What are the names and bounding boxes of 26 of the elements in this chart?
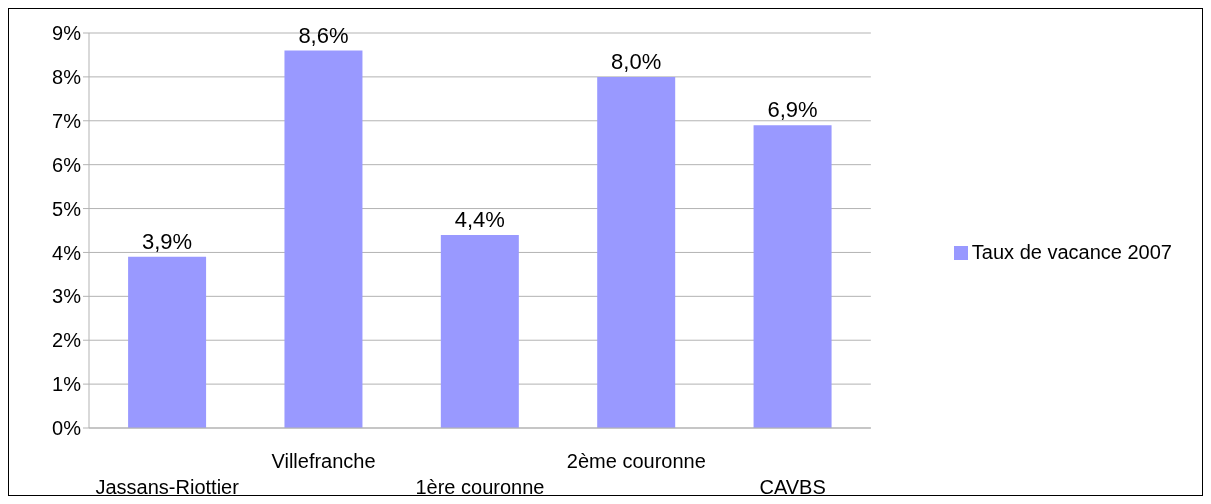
y-tick-label: 8% <box>52 65 82 88</box>
y-tick-label: 2% <box>52 329 82 352</box>
legend-label: Taux de vacance 2007 <box>971 240 1172 263</box>
y-tick-label: 6% <box>52 153 82 176</box>
bar <box>128 256 207 428</box>
data-label: 4,4% <box>454 206 505 232</box>
y-tick-label: 5% <box>52 197 82 220</box>
x-tick-label: Jassans-Riottier <box>95 476 240 498</box>
bar <box>597 76 676 428</box>
y-tick-label: 3% <box>52 285 82 308</box>
x-tick-label: CAVBS <box>759 476 826 498</box>
data-label: 3,9% <box>142 228 193 254</box>
bar <box>284 50 363 428</box>
data-label: 8,0% <box>611 48 662 74</box>
y-tick-label: 4% <box>52 241 82 264</box>
bar <box>753 125 832 428</box>
data-label: 8,6% <box>298 22 349 48</box>
y-tick-label: 1% <box>52 373 82 396</box>
y-tick-label: 9% <box>52 22 82 45</box>
data-label: 6,9% <box>767 97 818 123</box>
y-tick-label: 0% <box>52 417 82 440</box>
y-tick-label: 7% <box>52 109 82 132</box>
x-tick-label: 2ème couronne <box>566 450 706 472</box>
x-tick-label: Villefranche <box>271 450 376 472</box>
bar <box>440 234 519 428</box>
x-tick-label: 1ère couronne <box>415 476 545 498</box>
